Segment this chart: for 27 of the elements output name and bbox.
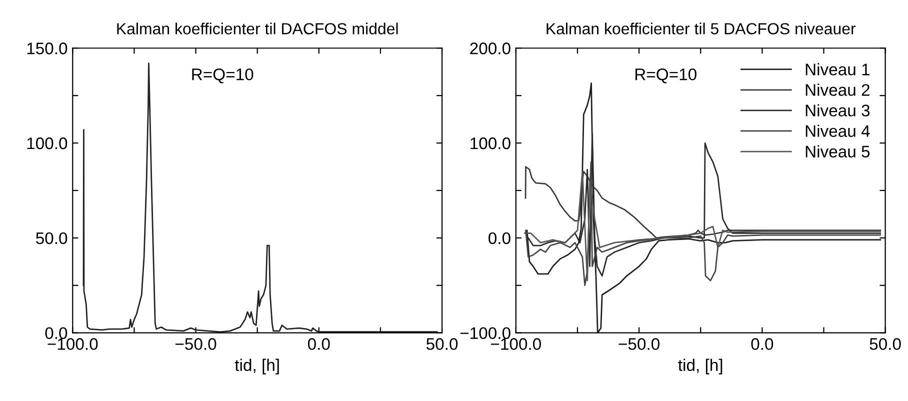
x-tick-label: 0.0 [308,338,330,350]
annotation: R=Q=10 [192,68,254,84]
x-tick-label: 50.0 [870,338,901,350]
legend-label: Niveau 2 [806,84,870,96]
annotation: R=Q=10 [635,68,696,84]
chart-title: Kalman koefficienter til DACFOS middel [117,22,398,34]
x-tick-label: 0.0 [751,338,774,350]
y-tick-label: 0.0 [45,327,68,340]
x-axis-title: tid, [h] [234,358,279,374]
y-tick-label: −100.0 [460,327,510,340]
legend-label: Niveau 5 [806,145,870,158]
y-tick-label: 100.0 [27,137,68,150]
x-axis-title: tid, [h] [678,358,722,374]
x-tick-label: 50.0 [426,338,458,350]
legend-label: Niveau 3 [806,104,870,116]
x-tick-label: −100.0 [491,338,541,350]
x-tick-label: −100.0 [48,338,98,350]
y-tick-label: 50.0 [36,232,68,244]
legend-label: Niveau 4 [806,124,870,137]
y-tick-label: 150.0 [27,42,68,54]
x-tick-label: −50.0 [176,338,216,350]
y-tick-label: 200.0 [470,42,510,54]
y-tick-label: 0.0 [488,232,510,244]
chart-title: Kalman koefficienter til 5 DACFOS niveauer [546,22,856,34]
x-tick-label: −50.0 [618,338,660,350]
legend-label: Niveau 1 [806,63,870,76]
y-tick-label: 100.0 [470,137,510,150]
